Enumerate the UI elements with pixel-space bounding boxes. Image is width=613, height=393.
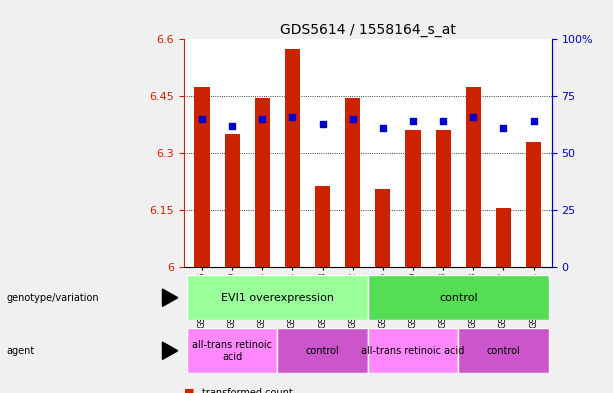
Text: transformed count: transformed count: [202, 388, 293, 393]
Bar: [255, 98, 270, 267]
Bar: [526, 142, 541, 267]
Point: [408, 118, 418, 125]
Text: EVI1 overexpression: EVI1 overexpression: [221, 293, 334, 303]
Bar: [375, 189, 390, 267]
Point: [468, 114, 478, 120]
Bar: [345, 98, 360, 267]
Bar: [277, 328, 368, 373]
Title: GDS5614 / 1558164_s_at: GDS5614 / 1558164_s_at: [280, 23, 455, 37]
Point: [498, 125, 508, 131]
Text: all-trans retinoic acid: all-trans retinoic acid: [361, 346, 465, 356]
Bar: [285, 49, 300, 267]
Point: [227, 123, 237, 129]
Bar: [187, 275, 368, 320]
Text: all-trans retinoic
acid: all-trans retinoic acid: [192, 340, 272, 362]
Bar: [466, 87, 481, 267]
Point: [528, 118, 538, 125]
Point: [257, 116, 267, 122]
Text: ■: ■: [184, 388, 194, 393]
Bar: [315, 185, 330, 267]
Text: genotype/variation: genotype/variation: [6, 293, 99, 303]
Text: control: control: [439, 293, 478, 303]
Point: [348, 116, 357, 122]
Bar: [459, 328, 549, 373]
Point: [287, 114, 297, 120]
Bar: [368, 328, 459, 373]
Bar: [405, 130, 421, 267]
Point: [378, 125, 388, 131]
Text: control: control: [306, 346, 340, 356]
Bar: [187, 328, 277, 373]
Bar: [496, 208, 511, 267]
Bar: [436, 130, 451, 267]
Point: [438, 118, 448, 125]
Text: control: control: [487, 346, 520, 356]
Bar: [368, 275, 549, 320]
Point: [318, 121, 327, 127]
Bar: [194, 87, 210, 267]
Bar: [224, 134, 240, 267]
Text: agent: agent: [6, 346, 34, 356]
Point: [197, 116, 207, 122]
